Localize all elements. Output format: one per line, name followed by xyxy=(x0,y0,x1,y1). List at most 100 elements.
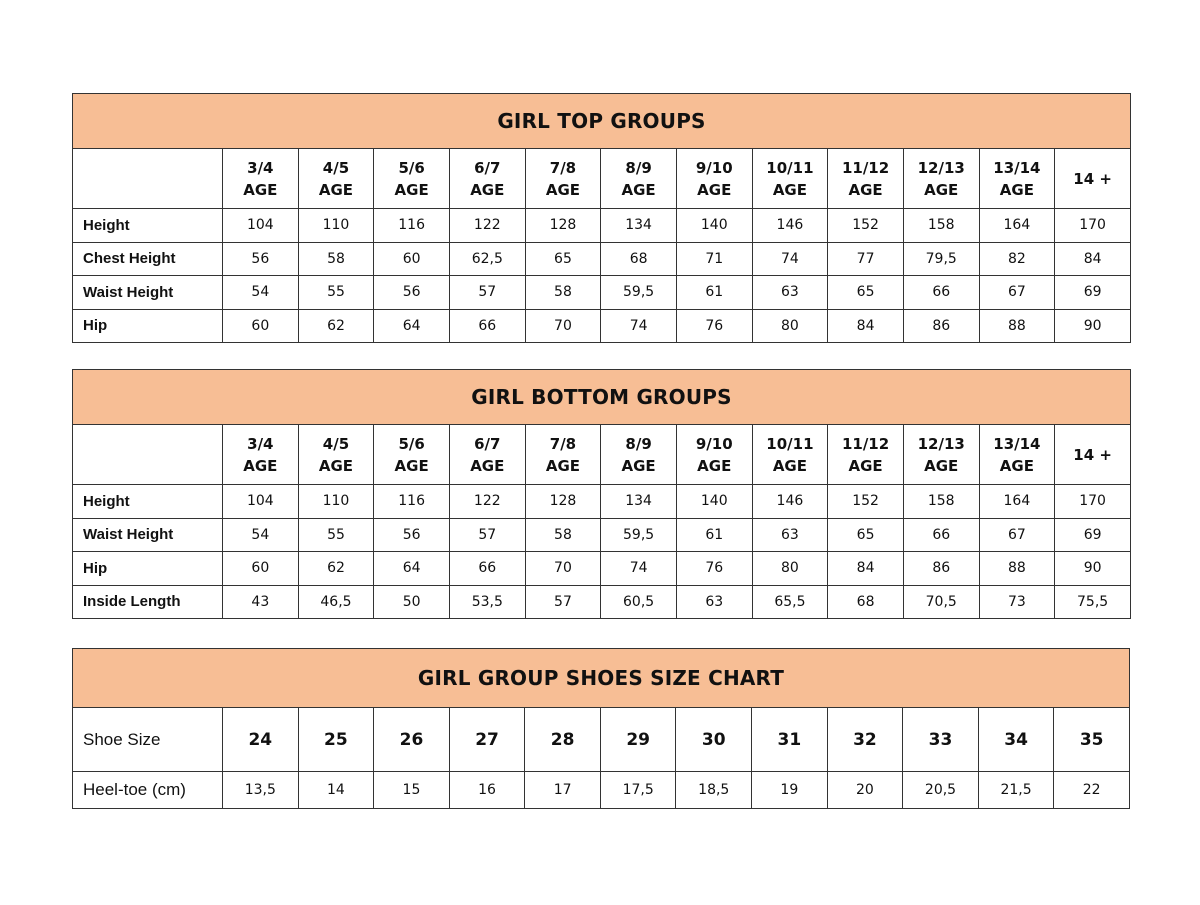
value-cell: 59,5 xyxy=(600,517,677,552)
table-title: GIRL BOTTOM GROUPS xyxy=(72,369,1131,425)
value-cell: 70 xyxy=(524,308,602,343)
column-header-line: AGE xyxy=(243,180,278,199)
value-cell: 66 xyxy=(902,275,980,310)
title-row: GIRL BOTTOM GROUPS xyxy=(72,369,1131,425)
value-cell: 88 xyxy=(978,308,1056,343)
value-cell: 58 xyxy=(297,241,375,276)
value-cell: 164 xyxy=(978,208,1056,243)
corner-cell xyxy=(72,148,223,209)
value-cell: 63 xyxy=(675,584,753,619)
value-cell: 50 xyxy=(373,584,450,619)
value-cell: 54 xyxy=(222,275,299,310)
column-header-line: AGE xyxy=(545,456,581,475)
value-cell: 56 xyxy=(222,241,299,276)
value-cell: 116 xyxy=(373,208,450,243)
value-cell: 63 xyxy=(751,275,829,310)
value-cell: 69 xyxy=(1054,275,1131,310)
value-cell: 134 xyxy=(600,208,677,243)
value-cell: 62,5 xyxy=(448,241,526,276)
value-cell: 74 xyxy=(600,551,677,586)
heel-toe-cell: 17,5 xyxy=(599,771,677,809)
column-header: 9/10 AGE xyxy=(675,424,753,485)
value-cell: 104 xyxy=(222,208,299,243)
heel-toe-cell: 22 xyxy=(1053,771,1130,809)
value-cell: 77 xyxy=(827,241,904,276)
row-label: Heel-toe (cm) xyxy=(72,771,223,809)
value-cell: 75,5 xyxy=(1054,584,1131,619)
value-cell: 122 xyxy=(448,484,526,519)
value-cell: 140 xyxy=(675,208,753,243)
column-header-line: 8/9 xyxy=(625,158,652,177)
value-cell: 74 xyxy=(600,308,677,343)
value-cell: 170 xyxy=(1054,484,1131,519)
value-cell: 66 xyxy=(448,551,526,586)
column-header-line: 11/12 xyxy=(841,434,890,453)
value-cell: 170 xyxy=(1054,208,1131,243)
value-cell: 90 xyxy=(1054,551,1131,586)
column-header-line: 6/7 xyxy=(474,434,501,453)
value-cell: 80 xyxy=(751,551,829,586)
girl-shoes-size-table: GIRL GROUP SHOES SIZE CHART Shoe Size 24 25… xyxy=(72,648,1130,809)
value-cell: 84 xyxy=(1054,241,1131,276)
value-cell: 58 xyxy=(524,517,602,552)
heel-toe-cell: 18,5 xyxy=(675,771,753,809)
column-header: 4/5 AGE xyxy=(297,424,375,485)
column-header: 14 + xyxy=(1054,424,1131,485)
column-header: 6/7 AGE xyxy=(448,148,526,209)
value-cell: 73 xyxy=(978,584,1056,619)
column-header-line: AGE xyxy=(621,180,656,199)
value-cell: 74 xyxy=(751,241,829,276)
girl-top-groups-table: GIRL TOP GROUPS 3/4 AGE 4/5 AGE 5/6 AGE 6/7 AGE 7… xyxy=(72,93,1131,343)
column-header-line: AGE xyxy=(772,180,807,199)
value-cell: 61 xyxy=(675,517,753,552)
column-header-line: 5/6 xyxy=(398,434,425,453)
value-cell: 86 xyxy=(902,308,980,343)
value-cell: 110 xyxy=(297,208,375,243)
column-header-line: AGE xyxy=(697,456,732,475)
value-cell: 56 xyxy=(373,275,450,310)
column-header: 14 + xyxy=(1054,148,1131,209)
value-cell: 53,5 xyxy=(448,584,526,619)
value-cell: 110 xyxy=(297,484,375,519)
table-row: Hip 60 62 64 66 70 74 76 80 84 86 88 90 xyxy=(72,551,1131,586)
value-cell: 158 xyxy=(902,484,980,519)
column-header-line: 14 + xyxy=(1073,169,1112,188)
column-header: 5/6 AGE xyxy=(373,424,450,485)
heel-toe-cell: 13,5 xyxy=(222,771,299,809)
value-cell: 152 xyxy=(827,484,904,519)
value-cell: 59,5 xyxy=(600,275,677,310)
value-cell: 69 xyxy=(1054,517,1131,552)
value-cell: 82 xyxy=(978,241,1056,276)
row-label: Height xyxy=(72,484,223,519)
column-header: 12/13 AGE xyxy=(902,148,980,209)
column-header: 13/14 AGE xyxy=(978,424,1056,485)
value-cell: 90 xyxy=(1054,308,1131,343)
value-cell: 60,5 xyxy=(600,584,677,619)
value-cell: 146 xyxy=(751,208,829,243)
value-cell: 70 xyxy=(524,551,602,586)
shoe-size-cell: 33 xyxy=(902,707,979,772)
corner-cell xyxy=(72,424,223,485)
column-header: 7/8 AGE xyxy=(524,148,602,209)
heel-toe-row: Heel-toe (cm) 13,5 14 15 16 17 17,5 18,5 19 20 20,… xyxy=(72,771,1130,809)
shoe-size-cell: 35 xyxy=(1053,707,1130,772)
column-header-line: AGE xyxy=(924,180,959,199)
column-header-line: AGE xyxy=(394,180,429,199)
column-header: 10/11 AGE xyxy=(751,148,829,209)
column-header-line: AGE xyxy=(697,180,732,199)
shoe-size-cell: 34 xyxy=(977,707,1055,772)
table-row: Height 104 110 116 122 128 134 140 146 152 158 164 1… xyxy=(72,484,1131,519)
value-cell: 57 xyxy=(448,517,526,552)
column-header-line: AGE xyxy=(848,456,883,475)
column-header-line: 12/13 xyxy=(917,158,965,177)
shoe-size-cell: 24 xyxy=(222,707,299,772)
heel-toe-cell: 21,5 xyxy=(977,771,1055,809)
shoe-size-cell: 27 xyxy=(448,707,526,772)
column-header-line: 12/13 xyxy=(917,434,965,453)
value-cell: 70,5 xyxy=(902,584,980,619)
heel-toe-cell: 20,5 xyxy=(902,771,979,809)
column-header: 8/9 AGE xyxy=(600,148,677,209)
table-title: GIRL GROUP SHOES SIZE CHART xyxy=(72,648,1130,708)
value-cell: 65,5 xyxy=(751,584,829,619)
shoe-size-cell: 30 xyxy=(675,707,753,772)
